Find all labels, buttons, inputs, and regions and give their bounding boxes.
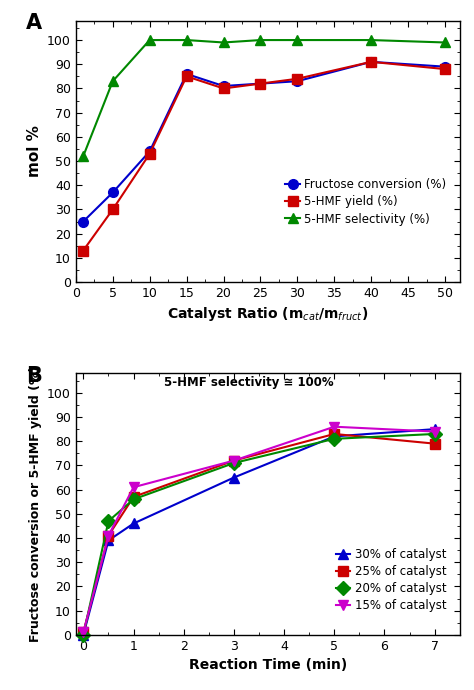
5-HMF selectivity (%): [110, 77, 116, 86]
30% of catalyst: [331, 432, 337, 440]
25% of catalyst: [81, 628, 86, 636]
Fructose conversion (%): [294, 77, 300, 86]
Legend: Fructose conversion (%), 5-HMF yield (%), 5-HMF selectivity (%): Fructose conversion (%), 5-HMF yield (%)…: [282, 175, 450, 229]
5-HMF yield (%): [184, 72, 190, 81]
5-HMF yield (%): [110, 206, 116, 214]
Y-axis label: mol %: mol %: [27, 126, 42, 177]
X-axis label: Reaction Time (min): Reaction Time (min): [189, 658, 347, 672]
Fructose conversion (%): [368, 58, 374, 66]
20% of catalyst: [106, 517, 111, 525]
20% of catalyst: [331, 435, 337, 443]
Legend: 30% of catalyst, 25% of catalyst, 20% of catalyst, 15% of catalyst: 30% of catalyst, 25% of catalyst, 20% of…: [332, 544, 450, 616]
5-HMF selectivity (%): [221, 39, 227, 47]
5-HMF yield (%): [368, 58, 374, 66]
Fructose conversion (%): [257, 79, 263, 88]
Fructose conversion (%): [184, 70, 190, 78]
Text: B: B: [26, 366, 42, 386]
25% of catalyst: [106, 531, 111, 540]
30% of catalyst: [106, 536, 111, 544]
Line: 25% of catalyst: 25% of catalyst: [79, 429, 439, 638]
20% of catalyst: [81, 631, 86, 639]
Line: 5-HMF selectivity (%): 5-HMF selectivity (%): [78, 35, 450, 161]
5-HMF selectivity (%): [294, 36, 300, 44]
30% of catalyst: [131, 520, 137, 528]
5-HMF yield (%): [294, 75, 300, 83]
Line: 20% of catalyst: 20% of catalyst: [79, 429, 439, 640]
Line: 30% of catalyst: 30% of catalyst: [79, 424, 439, 640]
Y-axis label: Fructose conversion or 5-HMF yield (%): Fructose conversion or 5-HMF yield (%): [28, 366, 42, 642]
Text: 5-HMF selectivity ≅ 100%: 5-HMF selectivity ≅ 100%: [164, 376, 333, 389]
5-HMF selectivity (%): [81, 152, 86, 160]
Text: A: A: [26, 13, 42, 33]
25% of catalyst: [432, 440, 438, 448]
20% of catalyst: [131, 495, 137, 504]
5-HMF yield (%): [442, 65, 448, 73]
30% of catalyst: [432, 425, 438, 433]
5-HMF selectivity (%): [184, 36, 190, 44]
5-HMF selectivity (%): [257, 36, 263, 44]
Line: Fructose conversion (%): Fructose conversion (%): [78, 57, 450, 226]
5-HMF selectivity (%): [368, 36, 374, 44]
5-HMF yield (%): [147, 150, 153, 158]
25% of catalyst: [331, 430, 337, 438]
Line: 15% of catalyst: 15% of catalyst: [79, 422, 439, 638]
Fructose conversion (%): [221, 82, 227, 90]
15% of catalyst: [231, 457, 237, 465]
Line: 5-HMF yield (%): 5-HMF yield (%): [78, 57, 450, 255]
Fructose conversion (%): [147, 147, 153, 155]
X-axis label: Catalyst Ratio (m$_{cat}$/m$_{fruct}$): Catalyst Ratio (m$_{cat}$/m$_{fruct}$): [167, 306, 368, 324]
15% of catalyst: [81, 628, 86, 636]
5-HMF yield (%): [257, 79, 263, 88]
15% of catalyst: [331, 422, 337, 431]
15% of catalyst: [432, 427, 438, 435]
15% of catalyst: [131, 483, 137, 491]
Fructose conversion (%): [442, 63, 448, 71]
5-HMF selectivity (%): [147, 36, 153, 44]
20% of catalyst: [432, 430, 438, 438]
Fructose conversion (%): [110, 188, 116, 197]
30% of catalyst: [81, 631, 86, 639]
20% of catalyst: [231, 459, 237, 467]
15% of catalyst: [106, 531, 111, 540]
Fructose conversion (%): [81, 217, 86, 226]
25% of catalyst: [131, 493, 137, 501]
5-HMF yield (%): [81, 246, 86, 255]
30% of catalyst: [231, 473, 237, 482]
5-HMF yield (%): [221, 84, 227, 92]
25% of catalyst: [231, 457, 237, 465]
5-HMF selectivity (%): [442, 39, 448, 47]
